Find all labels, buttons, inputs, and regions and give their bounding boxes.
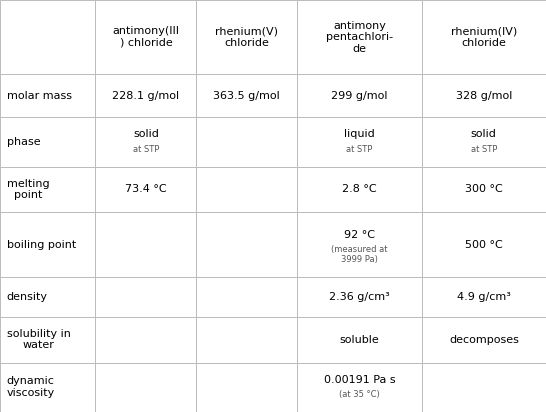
Bar bbox=[0, 277, 96, 317]
Text: at STP: at STP bbox=[133, 145, 159, 154]
Bar bbox=[297, 74, 422, 117]
Bar bbox=[197, 212, 297, 277]
Bar bbox=[96, 277, 197, 317]
Bar bbox=[0, 212, 96, 277]
Bar bbox=[96, 166, 197, 212]
Bar bbox=[197, 277, 297, 317]
Text: 300 °C: 300 °C bbox=[465, 184, 503, 194]
Bar bbox=[297, 166, 422, 212]
Text: soluble: soluble bbox=[340, 335, 379, 345]
Text: 299 g/mol: 299 g/mol bbox=[331, 91, 388, 101]
Bar bbox=[197, 74, 297, 117]
Bar bbox=[422, 363, 546, 412]
Bar bbox=[297, 212, 422, 277]
Text: 328 g/mol: 328 g/mol bbox=[455, 91, 512, 101]
Bar bbox=[96, 317, 197, 363]
Text: antimony
pentachlori-
de: antimony pentachlori- de bbox=[326, 21, 393, 54]
Bar bbox=[297, 277, 422, 317]
Bar bbox=[96, 0, 197, 74]
Text: 0.00191 Pa s: 0.00191 Pa s bbox=[324, 375, 395, 385]
Text: phase: phase bbox=[7, 137, 40, 147]
Bar bbox=[422, 277, 546, 317]
Text: decomposes: decomposes bbox=[449, 335, 519, 345]
Bar bbox=[96, 363, 197, 412]
Bar bbox=[422, 317, 546, 363]
Bar bbox=[0, 317, 96, 363]
Text: rhenium(V)
chloride: rhenium(V) chloride bbox=[215, 26, 278, 48]
Text: 4.9 g/cm³: 4.9 g/cm³ bbox=[457, 292, 511, 302]
Bar bbox=[197, 317, 297, 363]
Text: 2.8 °C: 2.8 °C bbox=[342, 184, 377, 194]
Text: 228.1 g/mol: 228.1 g/mol bbox=[112, 91, 180, 101]
Text: solubility in
water: solubility in water bbox=[7, 329, 70, 351]
Bar bbox=[96, 74, 197, 117]
Bar bbox=[96, 212, 197, 277]
Text: 92 °C: 92 °C bbox=[344, 230, 375, 240]
Bar bbox=[96, 117, 197, 166]
Bar bbox=[0, 0, 96, 74]
Bar bbox=[422, 212, 546, 277]
Bar bbox=[422, 74, 546, 117]
Bar bbox=[197, 117, 297, 166]
Bar bbox=[297, 363, 422, 412]
Bar bbox=[0, 363, 96, 412]
Text: solid: solid bbox=[471, 129, 497, 139]
Text: antimony(III
) chloride: antimony(III ) chloride bbox=[112, 26, 180, 48]
Text: density: density bbox=[7, 292, 48, 302]
Text: liquid: liquid bbox=[344, 129, 375, 139]
Text: rhenium(IV)
chloride: rhenium(IV) chloride bbox=[450, 26, 517, 48]
Text: at STP: at STP bbox=[471, 145, 497, 154]
Bar bbox=[197, 0, 297, 74]
Text: dynamic
viscosity: dynamic viscosity bbox=[7, 377, 55, 398]
Bar bbox=[297, 0, 422, 74]
Bar bbox=[0, 117, 96, 166]
Text: (measured at
3999 Pa): (measured at 3999 Pa) bbox=[331, 245, 388, 264]
Bar bbox=[297, 117, 422, 166]
Bar bbox=[197, 166, 297, 212]
Text: 363.5 g/mol: 363.5 g/mol bbox=[213, 91, 280, 101]
Text: 73.4 °C: 73.4 °C bbox=[125, 184, 167, 194]
Text: molar mass: molar mass bbox=[7, 91, 72, 101]
Text: solid: solid bbox=[133, 129, 159, 139]
Text: at STP: at STP bbox=[346, 145, 372, 154]
Bar bbox=[0, 166, 96, 212]
Bar bbox=[0, 74, 96, 117]
Bar bbox=[297, 317, 422, 363]
Text: (at 35 °C): (at 35 °C) bbox=[339, 390, 380, 399]
Bar bbox=[197, 363, 297, 412]
Text: 500 °C: 500 °C bbox=[465, 239, 503, 250]
Bar bbox=[422, 117, 546, 166]
Text: 2.36 g/cm³: 2.36 g/cm³ bbox=[329, 292, 390, 302]
Bar bbox=[422, 166, 546, 212]
Text: melting
point: melting point bbox=[7, 178, 49, 200]
Bar bbox=[422, 0, 546, 74]
Text: boiling point: boiling point bbox=[7, 239, 76, 250]
